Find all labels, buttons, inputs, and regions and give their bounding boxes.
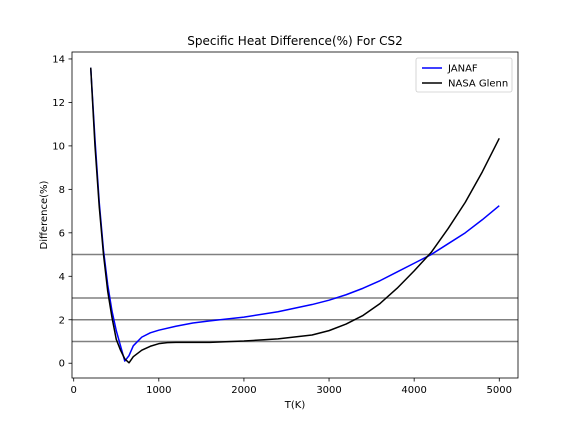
y-tick-label: 12: [52, 98, 65, 109]
series-layer: [89, 67, 500, 364]
y-tick-label: 2: [59, 315, 65, 326]
y-tick-label: 6: [59, 228, 65, 239]
series-line-nasa-glenn: [89, 67, 500, 364]
legend-label-janaf: JANAF: [447, 64, 478, 75]
x-tick-label: 4000: [401, 385, 426, 396]
y-tick-label: 4: [59, 272, 65, 283]
legend: JANAF NASA Glenn: [415, 57, 513, 93]
x-tick-label: 5000: [487, 385, 512, 396]
x-tick-label: 3000: [316, 385, 341, 396]
x-tick-label: 0: [71, 385, 77, 396]
reference-lines: [72, 253, 518, 343]
x-tick-label: 2000: [231, 385, 256, 396]
y-tick-label: 0: [59, 359, 65, 370]
y-tick-label: 8: [59, 185, 65, 196]
y-tick-label: 10: [52, 141, 65, 152]
series-line-janaf: [89, 67, 500, 362]
x-axis-label: T(K): [284, 400, 306, 411]
x-axis-ticks: 0 1000 2000 3000 4000 5000: [71, 378, 512, 396]
chart-title: Specific Heat Difference(%) For CS2: [187, 34, 402, 48]
y-axis-label: Difference(%): [39, 180, 50, 249]
plot-frame: [71, 51, 519, 379]
y-axis-ticks: 0 2 4 6 8 10 12 14: [52, 54, 72, 370]
legend-label-nasa-glenn: NASA Glenn: [448, 79, 508, 90]
y-tick-label: 14: [52, 54, 65, 65]
x-tick-label: 1000: [146, 385, 171, 396]
